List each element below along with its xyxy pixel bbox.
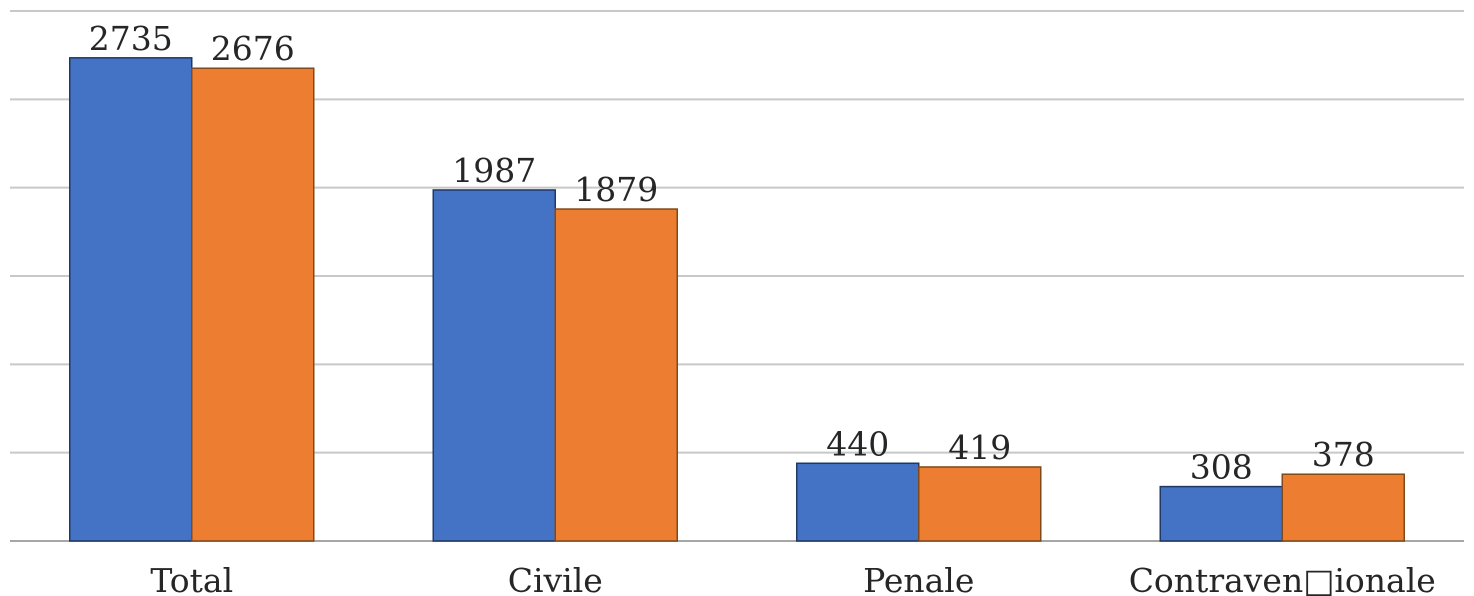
bar-series1-total — [69, 57, 193, 542]
category-labels: Total Civile Penale Contraven□ionale — [150, 561, 1435, 596]
bar-series1-penale — [796, 462, 920, 542]
data-label: 1879 — [574, 170, 658, 209]
bar-series2-civile — [554, 208, 678, 542]
x-tick-label: Contraven□ionale — [1129, 561, 1436, 596]
bar-series1-civile — [432, 189, 556, 542]
bars — [69, 57, 1405, 542]
data-label: 308 — [1190, 448, 1253, 487]
bar-series1-contravenionale — [1159, 485, 1283, 542]
data-label: 378 — [1312, 435, 1375, 474]
data-label: 1987 — [452, 151, 536, 190]
data-label: 440 — [826, 424, 889, 463]
data-label: 419 — [948, 428, 1011, 467]
x-tick-label: Penale — [863, 561, 974, 596]
data-label: 2676 — [211, 29, 295, 68]
x-tick-label: Civile — [508, 561, 603, 596]
data-labels: 2735 2676 1987 1879 440 419 308 378 — [89, 19, 1375, 487]
bar-series2-contravenionale — [1281, 473, 1405, 542]
bar-series2-penale — [918, 466, 1042, 542]
x-tick-label: Total — [150, 561, 233, 596]
bar-series2-total — [191, 67, 315, 542]
data-label: 2735 — [89, 19, 173, 58]
